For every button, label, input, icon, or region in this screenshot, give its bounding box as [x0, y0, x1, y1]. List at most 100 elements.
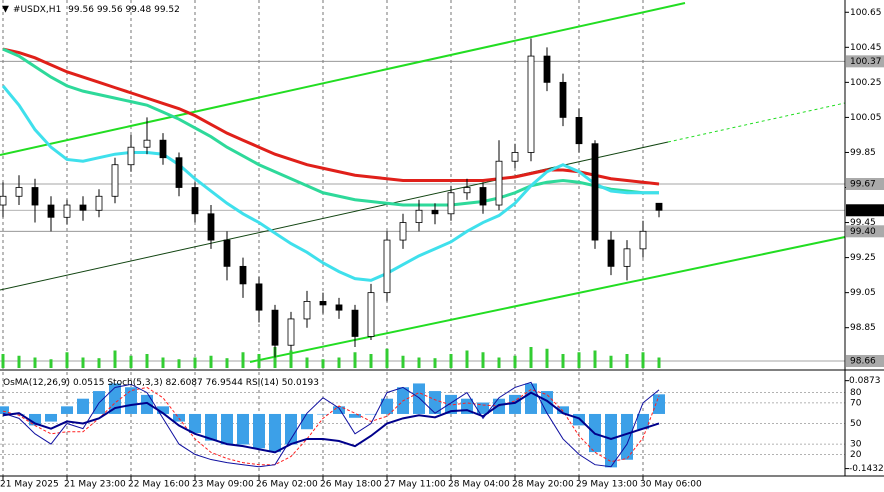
- volume-bar: [289, 350, 293, 368]
- osma-bar: [269, 413, 281, 453]
- moving-average: [1, 84, 659, 282]
- volume-bar: [449, 354, 453, 368]
- x-tick-label: 28 May 04:00: [448, 480, 510, 490]
- volume-bar: [641, 352, 645, 368]
- stoch-main: [2, 381, 660, 468]
- candle-body: [303, 301, 311, 320]
- candle-body: [319, 301, 327, 306]
- osma-bar: [477, 402, 489, 414]
- x-tick-label: 26 May 18:00: [320, 480, 382, 490]
- high: 99.56: [97, 5, 123, 15]
- channel-line: [249, 236, 846, 363]
- level-box: [846, 55, 884, 68]
- osma-bar: [0, 406, 9, 414]
- volume-bar: [49, 359, 53, 368]
- volume-bar: [465, 350, 469, 368]
- x-tick-label: 28 May 20:00: [512, 480, 574, 490]
- candle-body: [543, 55, 551, 83]
- candle-body: [527, 55, 535, 153]
- channel-line: [0, 2, 686, 156]
- osma-bar: [157, 406, 169, 414]
- candle-body: [591, 143, 599, 241]
- candle-body: [655, 202, 663, 211]
- volume-bar: [625, 354, 629, 368]
- volume-bar: [65, 352, 69, 368]
- y-tick-label: 100.05: [850, 113, 882, 123]
- rsi-label: RSI(14): [246, 378, 279, 388]
- osc-tick-label: 20: [850, 450, 862, 460]
- volume-bar: [657, 357, 661, 368]
- osma-label: OsMA(12,26,9): [3, 378, 70, 388]
- osma-bar: [237, 413, 249, 445]
- candle-body: [623, 248, 631, 267]
- osma-bar: [141, 394, 153, 414]
- candle-body: [431, 209, 439, 215]
- candle-body: [399, 222, 407, 241]
- candle-body: [367, 292, 375, 337]
- osma-bar: [381, 398, 393, 414]
- osc-tick-label: 50: [850, 419, 862, 429]
- level-box: [846, 178, 884, 190]
- candle-body: [47, 204, 55, 218]
- candle-body: [463, 187, 471, 194]
- osma-value: 0.0515: [73, 378, 105, 388]
- x-tick-label: 27 May 11:00: [384, 480, 446, 490]
- volume-bar: [545, 348, 549, 368]
- stoch-signal: [2, 386, 660, 466]
- x-tick-label: 21 May 23:00: [64, 480, 126, 490]
- candle-body: [15, 187, 23, 197]
- moving-average: [2, 47, 659, 207]
- candle-body: [0, 195, 7, 206]
- stoch-label: Stoch(5,3,3): [107, 378, 162, 388]
- osma-bar: [541, 391, 553, 414]
- y-tick-label: 98.85: [850, 323, 876, 333]
- x-tick-label: 21 May 2025: [0, 480, 59, 490]
- volume-bar: [225, 358, 229, 368]
- plot: [0, 38, 665, 468]
- candle-body: [287, 318, 295, 346]
- level-label: 100.37: [850, 57, 882, 67]
- volume-bar: [593, 350, 597, 368]
- symbol: #USDX,H1: [13, 5, 61, 15]
- osma-bar: [221, 413, 233, 445]
- osc-tick-label: 30: [850, 440, 862, 450]
- volume-bar: [1, 354, 5, 368]
- osma-bar: [109, 383, 121, 414]
- osma-bar: [637, 413, 649, 430]
- candle-body: [271, 309, 279, 346]
- volume-bar: [257, 354, 261, 368]
- x-tick-label: 29 May 13:00: [576, 480, 638, 490]
- osma-bar: [45, 413, 57, 422]
- osma-bar: [189, 413, 201, 434]
- osc-tick-label: 70: [850, 398, 862, 408]
- stoch-signal-value: 76.9544: [206, 378, 243, 388]
- osma-bar: [301, 413, 313, 430]
- volume-bar: [433, 358, 437, 368]
- y-tick-label: 100.25: [850, 78, 882, 88]
- volume-bar: [529, 347, 533, 368]
- osma-bar: [413, 383, 425, 414]
- volume-bar: [321, 359, 325, 368]
- volume-bar: [81, 357, 85, 368]
- candle-body: [31, 187, 39, 206]
- osma-bar: [333, 406, 345, 414]
- candle-body: [511, 152, 519, 162]
- candle-body: [351, 309, 359, 337]
- candle-body: [255, 283, 263, 311]
- volume-bar: [385, 348, 389, 368]
- candle-body: [191, 187, 199, 215]
- level-box: [846, 225, 884, 238]
- osma-bar: [253, 413, 265, 449]
- candle-body: [447, 192, 455, 215]
- volume-bar: [417, 357, 421, 368]
- volume-bar: [577, 352, 581, 368]
- candle-body: [143, 139, 151, 148]
- osma-bar: [653, 394, 665, 414]
- osma-bar: [605, 413, 617, 468]
- osma-tick-label: -0.1432: [849, 464, 884, 474]
- candle-body: [207, 213, 215, 241]
- close: 99.52: [154, 5, 180, 15]
- osma-bar: [125, 387, 137, 414]
- y-tick-label: 99.05: [850, 288, 876, 298]
